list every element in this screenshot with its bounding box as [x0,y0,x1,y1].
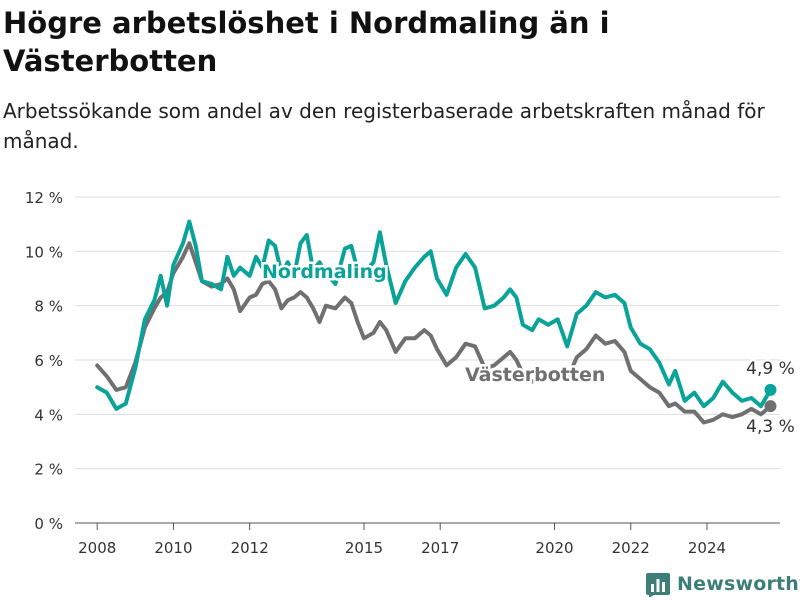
x-tick-label: 2017 [421,539,459,557]
series-name-label-vasterbotten: Västerbotten [465,364,605,386]
x-tick-label: 2012 [231,539,269,557]
y-tick-label: 0 % [34,515,63,533]
y-tick-label: 10 % [25,243,63,261]
bar-chart-icon [646,573,670,597]
label-layer: Nordmaling Västerbotten 4,9 % 4,3 % [260,259,797,440]
series-end-label: 4,3 % [746,417,795,437]
series-line-nordmaling [95,219,773,411]
series-name-label-nordmaling: Nordmaling [262,261,387,283]
brand-logo: Newsworthy [645,570,800,598]
y-tick-label: 2 % [34,461,63,479]
x-tick-label: 2020 [535,539,573,557]
y-tick-label: 12 % [25,189,63,207]
x-tick-label: 2015 [345,539,383,557]
chart-title: Högre arbetslöshet i Nordmaling än i Väs… [3,6,610,78]
y-tick-label: 8 % [34,298,63,316]
x-tick-label: 2008 [78,539,116,557]
brand-name: Newsworthy [677,573,800,595]
series-end-point-vasterbotten [764,400,777,413]
axis-layer: 0 % 2 % 4 % 6 % 8 % 10 % 12 % 2008 2010 2012 2015 2… [25,189,780,557]
y-tick-label: 4 % [34,406,63,424]
series-end-label: 4,9 % [746,359,795,379]
y-tick-label: 6 % [34,352,63,370]
series-end-point-nordmaling [764,383,777,396]
x-tick-label: 2022 [612,539,650,557]
chart-subtitle: Arbetssökande som andel av den registerb… [3,99,765,153]
x-tick-label: 2024 [688,539,726,557]
series-layer [95,219,777,425]
x-tick-label: 2010 [154,539,192,557]
